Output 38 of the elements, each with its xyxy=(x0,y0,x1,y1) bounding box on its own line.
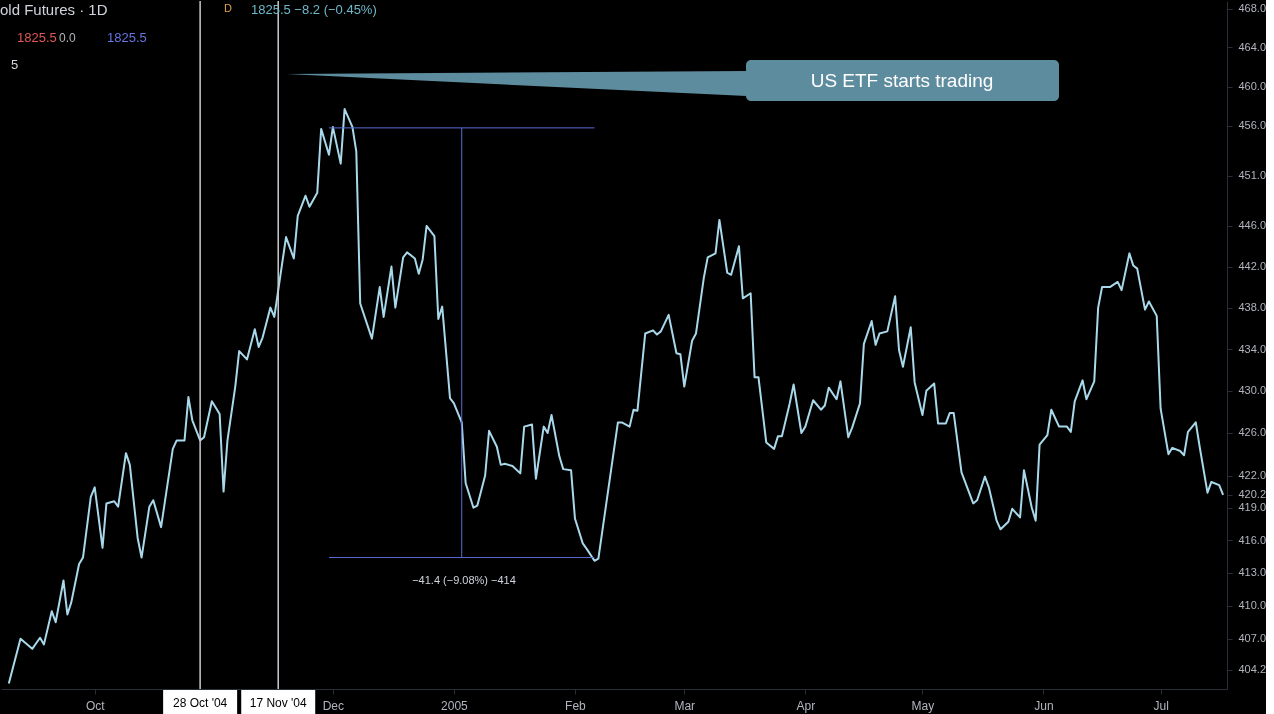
annotation: old Futures · 1D xyxy=(0,1,108,18)
y-tick-label: 407.0 xyxy=(1238,632,1267,645)
annotation: 0.0 xyxy=(59,31,77,45)
y-tick-label: 413.0 xyxy=(1238,566,1267,579)
x-tick-label: Jul xyxy=(1153,698,1169,713)
x-tick-label: Jun xyxy=(1034,698,1054,713)
y-tick-label: 430.0 xyxy=(1238,384,1267,397)
y-tick-label: 468.0 xyxy=(1238,2,1267,15)
y-tick-label: 416.0 xyxy=(1238,533,1267,546)
x-tick-label: 2005 xyxy=(441,698,469,713)
x-tick-label: Feb xyxy=(565,698,587,713)
annotation: 1825.5 xyxy=(17,30,57,45)
y-tick-label: 410.0 xyxy=(1238,599,1267,612)
ref-line-label: 17 Nov '04 xyxy=(249,696,308,710)
x-tick-label: Dec xyxy=(322,698,345,713)
y-tick-label: 419.0 xyxy=(1238,501,1267,514)
y-tick-label: 434.0 xyxy=(1238,342,1267,355)
y-tick-label: 446.0 xyxy=(1238,219,1267,232)
annotation: 1825.5 xyxy=(107,30,147,45)
annotation: US ETF starts trading xyxy=(810,70,994,91)
y-tick-label: 438.0 xyxy=(1238,301,1267,314)
y-tick-label: 442.0 xyxy=(1238,260,1267,273)
y-tick-label: 420.2 xyxy=(1238,488,1267,501)
y-tick-label: 451.0 xyxy=(1238,169,1267,182)
x-tick-label: Apr xyxy=(796,698,816,713)
annotation: −41.4 (−9.08%) −414 xyxy=(412,574,516,586)
y-tick-label: 456.0 xyxy=(1238,119,1267,132)
y-tick-label: 404.2 xyxy=(1238,663,1267,676)
y-tick-label: 426.0 xyxy=(1238,426,1267,439)
annotation: D xyxy=(224,2,232,14)
x-tick-label: Mar xyxy=(674,698,696,713)
x-tick-label: Oct xyxy=(85,698,106,713)
y-tick-label: 460.0 xyxy=(1238,80,1267,92)
annotation: 5 xyxy=(11,57,19,72)
ref-line-label: 28 Oct '04 xyxy=(172,696,228,710)
y-tick-label: 422.0 xyxy=(1238,469,1267,482)
y-tick-label: 464.0 xyxy=(1238,40,1267,53)
x-tick-label: May xyxy=(911,698,935,713)
